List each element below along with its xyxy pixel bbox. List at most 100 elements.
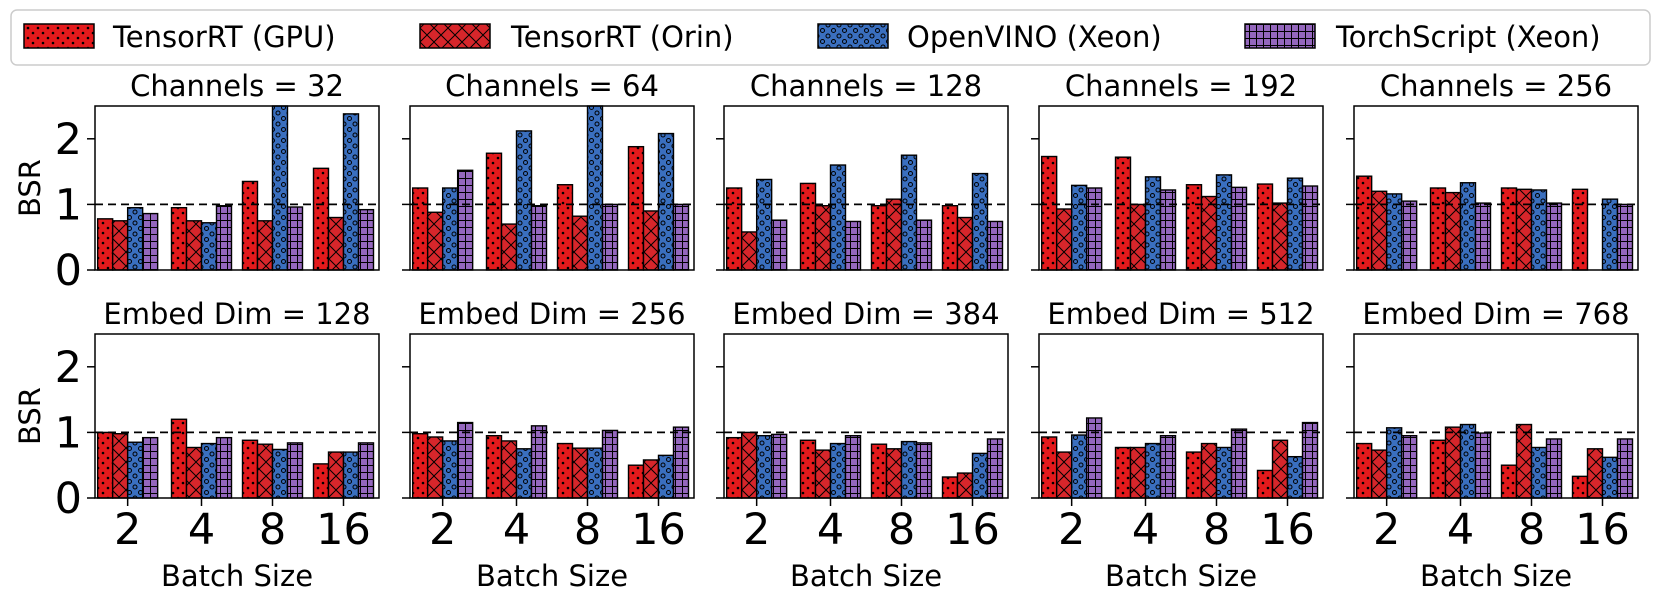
bar-embed-dim-768-tensorrt-orin-bs4-hatch xyxy=(1445,427,1461,498)
bar-embed-dim-256-tensorrt-orin-bs4-hatch xyxy=(501,440,517,498)
bar-channels-32-openvino-xeon-bs2-hatch xyxy=(127,207,143,270)
x-axis-label-embed-dim-512: Batch Size xyxy=(1105,559,1257,593)
y-axis-label-row1: BSR xyxy=(13,387,47,445)
bar-channels-64-tensorrt-gpu-bs4-hatch xyxy=(486,153,502,270)
bar-embed-dim-768-tensorrt-gpu-bs8-hatch xyxy=(1501,465,1517,498)
ytick-label-row0-0: 0 xyxy=(55,246,82,296)
bar-channels-32-torchscript-xeon-bs4-hatch xyxy=(216,205,232,270)
xtick-label-embed-dim-768-2: 2 xyxy=(1373,505,1400,555)
xtick-label-embed-dim-512-16: 16 xyxy=(1260,505,1315,555)
bar-embed-dim-768-openvino-xeon-bs2-hatch xyxy=(1386,427,1402,498)
bar-channels-192-torchscript-xeon-bs16-hatch xyxy=(1302,186,1318,270)
panel-frame-channels-64 xyxy=(409,105,695,271)
bar-embed-dim-256-tensorrt-gpu-bs16-hatch xyxy=(628,465,644,498)
bar-channels-128-tensorrt-orin-bs16-hatch xyxy=(957,217,973,270)
bar-embed-dim-768-openvino-xeon-bs16-hatch xyxy=(1602,457,1618,498)
bar-embed-dim-384-tensorrt-orin-bs16-hatch xyxy=(957,473,973,498)
bar-channels-32-tensorrt-gpu-bs2-hatch xyxy=(97,218,113,270)
bar-channels-128-tensorrt-gpu-bs8-hatch xyxy=(871,205,887,270)
bar-embed-dim-128-tensorrt-orin-bs8-hatch xyxy=(257,444,273,498)
bar-embed-dim-512-tensorrt-gpu-bs2-hatch xyxy=(1041,436,1057,498)
xtick-label-embed-dim-384-4: 4 xyxy=(817,505,844,555)
bar-embed-dim-768-torchscript-xeon-bs2-hatch xyxy=(1401,435,1417,498)
panel-title-channels-64: Channels = 64 xyxy=(445,69,659,103)
bar-embed-dim-384-torchscript-xeon-bs2-hatch xyxy=(771,434,787,498)
bar-channels-256-tensorrt-orin-bs2-hatch xyxy=(1371,191,1387,270)
bar-embed-dim-128-tensorrt-orin-bs2-hatch xyxy=(112,433,128,498)
bar-embed-dim-128-torchscript-xeon-bs2-hatch xyxy=(142,437,158,498)
bar-channels-256-tensorrt-gpu-bs4-hatch xyxy=(1430,188,1446,270)
bar-channels-64-torchscript-xeon-bs4-hatch xyxy=(531,205,547,270)
bar-embed-dim-256-torchscript-xeon-bs4-hatch xyxy=(531,425,547,498)
bar-channels-192-torchscript-xeon-bs2-hatch xyxy=(1086,188,1102,270)
bar-channels-32-tensorrt-gpu-bs16-hatch xyxy=(313,168,329,270)
bar-channels-192-tensorrt-gpu-bs2-hatch xyxy=(1041,156,1057,270)
panel-title-channels-128: Channels = 128 xyxy=(750,69,982,103)
bar-embed-dim-384-openvino-xeon-bs16-hatch xyxy=(972,453,988,498)
ytick-label-row1-2: 2 xyxy=(55,343,82,393)
bar-channels-128-tensorrt-gpu-bs2-hatch xyxy=(726,188,742,270)
panel-frame-embed-dim-384 xyxy=(723,333,1009,499)
panel-frame-channels-256 xyxy=(1353,105,1639,271)
bar-channels-64-tensorrt-gpu-bs8-hatch xyxy=(557,184,573,270)
legend-entry-torchscript-xeon: TorchScript (Xeon) xyxy=(1244,20,1601,54)
bar-channels-256-tensorrt-gpu-bs8-hatch xyxy=(1501,188,1517,270)
bar-channels-64-torchscript-xeon-bs8-hatch xyxy=(602,204,618,270)
panel-frame-channels-128 xyxy=(723,105,1009,271)
xtick-label-embed-dim-128-4: 4 xyxy=(188,505,215,555)
bar-embed-dim-512-openvino-xeon-bs4-hatch xyxy=(1145,443,1161,498)
bar-embed-dim-128-tensorrt-gpu-bs4-hatch xyxy=(171,419,187,498)
bar-embed-dim-512-torchscript-xeon-bs2-hatch xyxy=(1086,417,1102,498)
xtick-label-embed-dim-768-4: 4 xyxy=(1447,505,1474,555)
bar-channels-256-openvino-xeon-bs8-hatch xyxy=(1531,189,1547,270)
bar-embed-dim-768-tensorrt-orin-bs8-hatch xyxy=(1516,424,1532,498)
bar-channels-128-tensorrt-orin-bs8-hatch xyxy=(886,199,902,270)
bar-channels-32-openvino-xeon-bs16-hatch xyxy=(343,113,359,270)
bar-channels-192-openvino-xeon-bs16-hatch xyxy=(1287,178,1303,270)
bar-channels-64-tensorrt-orin-bs2-hatch xyxy=(427,212,443,270)
xtick-label-embed-dim-128-2: 2 xyxy=(114,505,141,555)
bar-channels-64-tensorrt-orin-bs8-hatch xyxy=(572,216,588,270)
bar-channels-32-torchscript-xeon-bs2-hatch xyxy=(142,213,158,270)
bar-channels-128-torchscript-xeon-bs8-hatch xyxy=(916,220,932,270)
bar-embed-dim-768-tensorrt-orin-bs2-hatch xyxy=(1371,450,1387,498)
bar-channels-256-openvino-xeon-bs16-hatch xyxy=(1602,199,1618,270)
xtick-label-embed-dim-512-8: 8 xyxy=(1203,505,1230,555)
legend-swatch-pattern-openvino-xeon xyxy=(818,24,888,48)
bar-embed-dim-768-torchscript-xeon-bs16-hatch xyxy=(1617,438,1633,498)
bar-channels-256-tensorrt-orin-bs4-hatch xyxy=(1445,192,1461,270)
bar-channels-256-tensorrt-orin-bs8-hatch xyxy=(1516,189,1532,270)
panel-title-channels-192: Channels = 192 xyxy=(1065,69,1297,103)
bar-channels-64-tensorrt-gpu-bs2-hatch xyxy=(412,188,428,270)
xtick-label-embed-dim-512-2: 2 xyxy=(1058,505,1085,555)
bar-channels-128-torchscript-xeon-bs2-hatch xyxy=(771,220,787,270)
bar-embed-dim-128-torchscript-xeon-bs4-hatch xyxy=(216,437,232,498)
bar-channels-32-tensorrt-orin-bs16-hatch xyxy=(328,217,344,270)
bar-embed-dim-128-tensorrt-gpu-bs2-hatch xyxy=(97,432,113,498)
bar-channels-128-openvino-xeon-bs4-hatch xyxy=(830,165,846,270)
bar-embed-dim-768-tensorrt-gpu-bs4-hatch xyxy=(1430,440,1446,498)
bar-embed-dim-768-openvino-xeon-bs8-hatch xyxy=(1531,447,1547,498)
bar-embed-dim-512-tensorrt-orin-bs8-hatch xyxy=(1201,443,1217,498)
bar-embed-dim-128-tensorrt-orin-bs16-hatch xyxy=(328,452,344,498)
bar-embed-dim-384-tensorrt-orin-bs8-hatch xyxy=(886,448,902,498)
legend-entry-tensorrt-gpu: TensorRT (GPU) xyxy=(23,20,336,54)
panel-title-embed-dim-384: Embed Dim = 384 xyxy=(732,297,999,331)
xtick-label-embed-dim-128-16: 16 xyxy=(316,505,371,555)
panel-channels-192: Channels = 192 xyxy=(1031,69,1324,271)
legend-swatch-pattern-tensorrt-gpu xyxy=(24,24,94,48)
bar-channels-192-tensorrt-orin-bs2-hatch xyxy=(1056,208,1072,270)
bar-embed-dim-512-tensorrt-orin-bs4-hatch xyxy=(1130,447,1146,498)
ytick-label-row0-2: 2 xyxy=(55,115,82,165)
panel-frame-embed-dim-768 xyxy=(1353,333,1639,499)
xtick-label-embed-dim-384-2: 2 xyxy=(743,505,770,555)
bar-embed-dim-256-openvino-xeon-bs2-hatch xyxy=(442,440,458,498)
bar-channels-32-tensorrt-gpu-bs4-hatch xyxy=(171,207,187,270)
x-axis-label-embed-dim-384: Batch Size xyxy=(790,559,942,593)
panel-title-embed-dim-512: Embed Dim = 512 xyxy=(1047,297,1314,331)
